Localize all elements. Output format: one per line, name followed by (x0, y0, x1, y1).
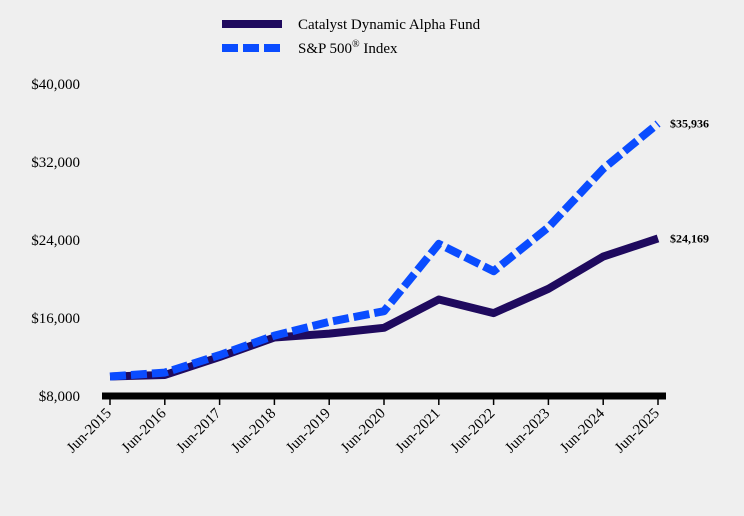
y-axis: $8,000 $16,000 $24,000 $32,000 $40,000 (31, 77, 80, 405)
x-axis: Jun-2015 Jun-2016 Jun-2017 Jun-2018 Jun-2019… (64, 392, 666, 457)
end-value-label: $35,936 (670, 117, 709, 131)
x-tick-label: Jun-2022 (448, 406, 499, 457)
y-tick-label: $40,000 (31, 77, 80, 93)
legend: Catalyst Dynamic Alpha Fund S&P 500® Ind… (222, 17, 481, 57)
x-tick-label: Jun-2023 (502, 406, 553, 457)
y-tick-label: $16,000 (31, 311, 80, 327)
y-tick-label: $8,000 (39, 389, 80, 405)
x-tick-label: Jun-2019 (283, 406, 334, 457)
x-tick-label: Jun-2025 (612, 406, 663, 457)
x-tick-label: Jun-2018 (228, 406, 279, 457)
end-value-label: $24,169 (670, 231, 709, 245)
x-tick-label: Jun-2020 (338, 406, 389, 457)
legend-label-index: S&P 500® Index (298, 39, 398, 57)
series-line-index (109, 120, 661, 381)
x-tick-label: Jun-2024 (557, 405, 608, 456)
y-tick-label: $24,000 (31, 233, 80, 249)
plot-area: $24,169 $35,936 (109, 117, 709, 381)
x-tick-label: Jun-2017 (174, 405, 225, 456)
y-tick-label: $32,000 (31, 155, 80, 171)
x-tick-label: Jun-2015 (64, 406, 115, 457)
legend-label-fund: Catalyst Dynamic Alpha Fund (298, 17, 481, 33)
x-tick-label: Jun-2021 (393, 406, 444, 457)
x-tick-label: Jun-2016 (119, 405, 170, 456)
